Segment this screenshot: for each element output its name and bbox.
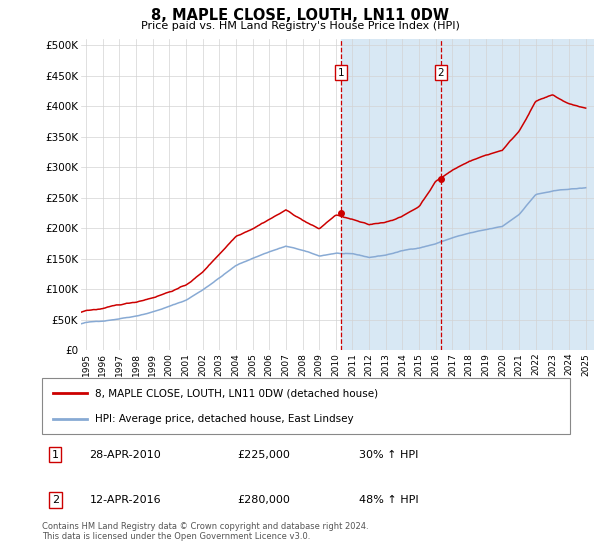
Text: 12-APR-2016: 12-APR-2016 [89,495,161,505]
Text: Contains HM Land Registry data © Crown copyright and database right 2024.
This d: Contains HM Land Registry data © Crown c… [42,522,368,542]
Text: 8, MAPLE CLOSE, LOUTH, LN11 0DW (detached house): 8, MAPLE CLOSE, LOUTH, LN11 0DW (detache… [95,388,378,398]
Text: HPI: Average price, detached house, East Lindsey: HPI: Average price, detached house, East… [95,414,353,424]
Bar [440,39,594,350]
Bar [341,39,440,350]
Text: 2: 2 [437,68,444,78]
Text: 2: 2 [52,495,59,505]
Text: 28-APR-2010: 28-APR-2010 [89,450,161,460]
Text: 48% ↑ HPI: 48% ↑ HPI [359,495,418,505]
Text: 8, MAPLE CLOSE, LOUTH, LN11 0DW: 8, MAPLE CLOSE, LOUTH, LN11 0DW [151,8,449,24]
Text: Price paid vs. HM Land Registry's House Price Index (HPI): Price paid vs. HM Land Registry's House … [140,21,460,31]
FancyBboxPatch shape [42,378,570,434]
Text: £280,000: £280,000 [238,495,290,505]
Text: £225,000: £225,000 [238,450,290,460]
Text: 30% ↑ HPI: 30% ↑ HPI [359,450,418,460]
Text: 1: 1 [338,68,344,78]
Text: 1: 1 [52,450,59,460]
